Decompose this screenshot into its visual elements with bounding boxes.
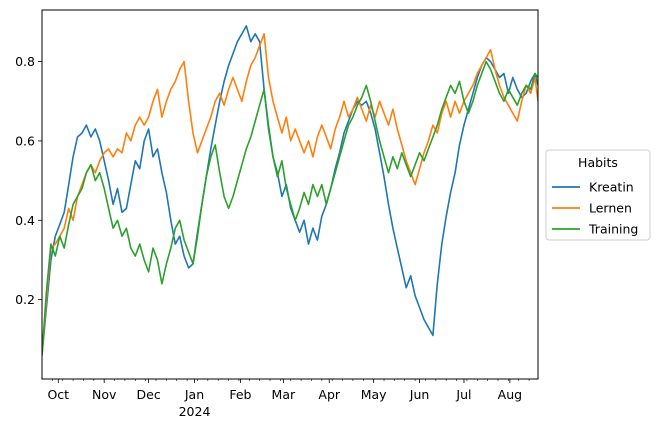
series-line-kreatin (42, 25, 538, 356)
x-tick-label: Apr (318, 387, 340, 402)
legend: Habits Kreatin Lernen Training (545, 149, 651, 241)
x-tick-label: Oct (47, 387, 69, 402)
y-tick-label: 0.4 (15, 213, 35, 228)
legend-label-training: Training (588, 222, 638, 237)
y-tick-label: 0.2 (15, 292, 35, 307)
x-tick-label: Mar (272, 387, 296, 402)
plot-area-frame (41, 9, 539, 380)
legend-title: Habits (578, 155, 618, 170)
x-tick-year-label: 2024 (179, 404, 211, 419)
x-tick-label: Dec (137, 387, 161, 402)
x-axis: Oct Nov Dec Jan 2024 Feb Mar Apr May Jun Jul Aug (47, 379, 530, 419)
legend-frame (545, 149, 651, 241)
y-tick-label: 0.8 (15, 54, 35, 69)
legend-label-lernen: Lernen (589, 201, 632, 216)
x-tick-label: Aug (498, 387, 522, 402)
x-tick-label: Feb (229, 387, 251, 402)
series-layer (42, 25, 538, 356)
legend-label-kreatin: Kreatin (589, 180, 634, 195)
x-tick-label: May (361, 387, 387, 402)
x-tick-label: Jan (184, 387, 204, 402)
x-tick-label: Jul (455, 387, 471, 402)
series-line-training (42, 60, 538, 356)
x-tick-label: Jun (409, 387, 430, 402)
y-tick-label: 0.6 (15, 133, 35, 148)
x-tick-label: Nov (92, 387, 117, 402)
y-axis: 0.2 0.4 0.6 0.8 (15, 54, 42, 307)
series-line-lernen (42, 33, 538, 356)
